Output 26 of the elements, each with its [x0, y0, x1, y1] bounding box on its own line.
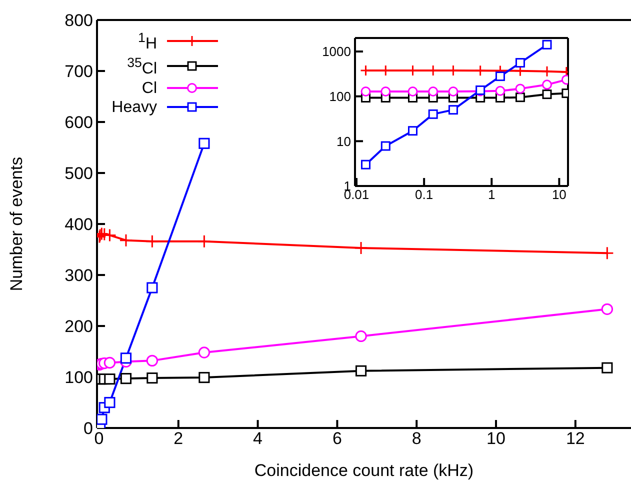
y-tick-label: 600 — [64, 113, 93, 132]
legend-label: Cl — [142, 80, 157, 97]
y-tick-label: 100 — [64, 368, 93, 388]
legend-label: $^{1}$H — [138, 30, 157, 52]
x-tick-label: 10 — [552, 187, 566, 202]
y-tick-label: 1000 — [322, 44, 351, 60]
y-tick-label: 300 — [64, 266, 93, 286]
y-tick-label: 200 — [64, 317, 93, 336]
x-tick-label: 0.1 — [415, 187, 434, 202]
y-tick-label: 400 — [64, 215, 93, 234]
y-tick-label: 700 — [64, 62, 93, 82]
y-tick-label: 500 — [64, 164, 93, 184]
x-tick-label: 2 — [174, 429, 184, 448]
x-axis-title: Coincidence count rate (kHz) — [254, 461, 474, 480]
x-tick-label: 1 — [488, 187, 496, 202]
y-axis-title: Number of events — [7, 156, 26, 292]
y-tick-label: 800 — [64, 11, 93, 30]
x-tick-label: 8 — [412, 429, 422, 448]
y-tick-label: 100 — [329, 88, 351, 104]
x-tick-label: 10 — [486, 429, 506, 448]
legend-label: Heavy — [112, 98, 157, 116]
y-tick-label: 10 — [336, 134, 351, 149]
legend-label: $^{35}$Cl — [127, 55, 157, 78]
x-tick-label: 4 — [253, 429, 263, 448]
x-tick-label: 12 — [566, 429, 585, 448]
x-tick-label: 6 — [332, 429, 342, 448]
